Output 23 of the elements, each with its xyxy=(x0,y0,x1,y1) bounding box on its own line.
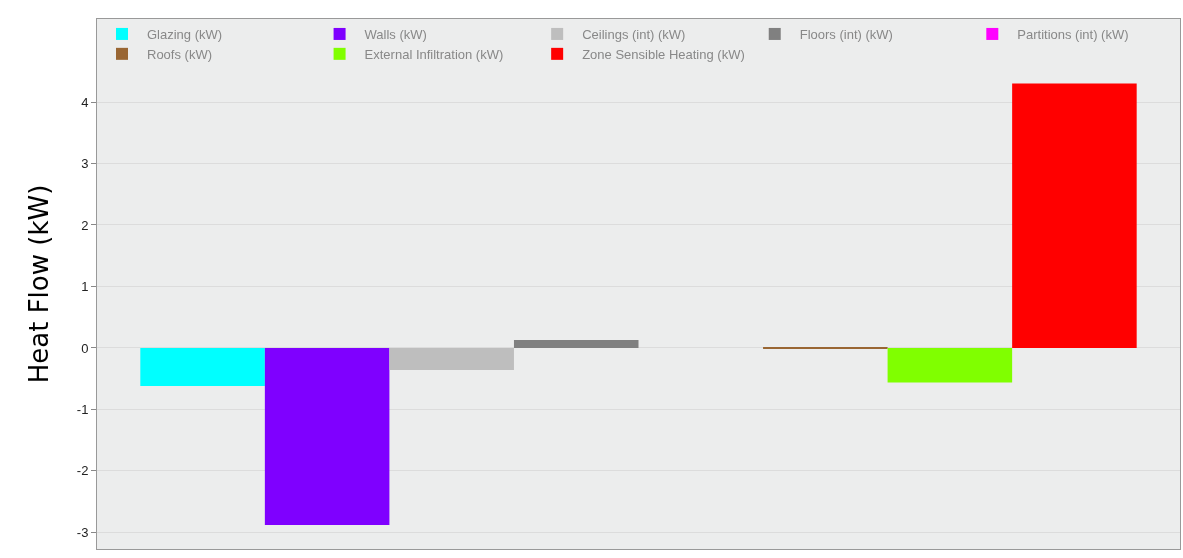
legend-label: Partitions (int) (kW) xyxy=(1017,27,1129,43)
legend-label: Floors (int) (kW) xyxy=(799,27,893,43)
legend-label: Walls (kW) xyxy=(364,27,427,43)
y-tick-label: 2 xyxy=(81,217,89,233)
y-tick-label: 4 xyxy=(81,94,89,110)
bar xyxy=(513,339,639,348)
legend-label: Roofs (kW) xyxy=(147,46,212,62)
y-tick-label: -1 xyxy=(76,401,89,417)
bar xyxy=(264,347,390,526)
legend-label: Zone Sensible Heating (kW) xyxy=(582,46,745,62)
y-tick-label: 0 xyxy=(81,340,89,356)
legend-label: Glazing (kW) xyxy=(147,27,223,43)
bar xyxy=(887,347,1013,383)
bar xyxy=(1012,83,1137,348)
y-tick-label: 3 xyxy=(81,156,89,172)
y-tick-label: -3 xyxy=(76,524,89,540)
legend-label: External Infiltration (kW) xyxy=(364,46,504,62)
y-axis-title: Heat Flow (kW) xyxy=(24,184,55,384)
legend-label: Ceilings (int) (kW) xyxy=(582,27,686,43)
bar xyxy=(389,347,514,371)
y-tick-label: -2 xyxy=(76,463,89,479)
bar xyxy=(140,347,265,387)
y-tick-label: 1 xyxy=(81,279,89,295)
